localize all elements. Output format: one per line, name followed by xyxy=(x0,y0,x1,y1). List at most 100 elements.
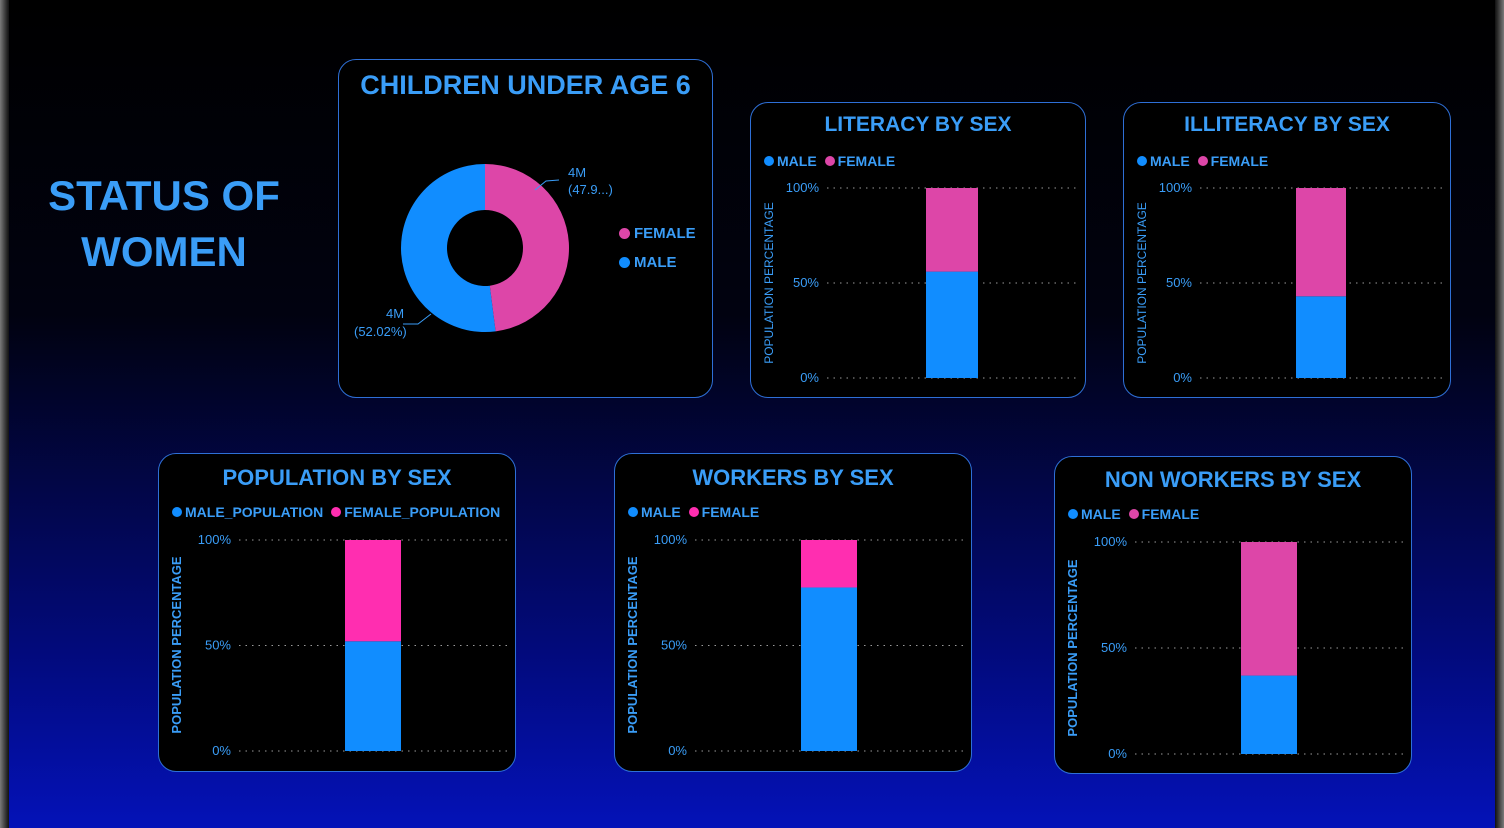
donut-slice-male[interactable] xyxy=(401,164,496,332)
legend-label-male: MALE xyxy=(634,254,677,271)
legend-item-female[interactable]: FEMALE xyxy=(688,504,760,520)
female-pct-label: (47.9...) xyxy=(568,182,613,197)
y-axis-title: POPULATION PERCENTAGE xyxy=(169,556,184,734)
legend-item-female[interactable]: FEMALE xyxy=(824,153,896,169)
y-axis-title: POPULATION PERCENTAGE xyxy=(1065,559,1080,737)
bar-segment-female[interactable] xyxy=(345,540,401,642)
population-by-sex-card[interactable]: POPULATION BY SEX MALE_POPULATION FEMALE… xyxy=(158,453,516,772)
legend-label-female: FEMALE xyxy=(837,153,896,169)
legend-item-male[interactable]: MALE xyxy=(1068,506,1121,522)
legend-item-male[interactable]: MALE xyxy=(764,153,817,169)
legend-dot-male xyxy=(1068,509,1078,519)
male-value-label: 4M xyxy=(386,306,404,321)
y-tick-label: 50% xyxy=(793,275,819,290)
page-title-line-2: WOMEN xyxy=(81,228,247,275)
frame-edge-right xyxy=(1495,0,1504,828)
chart-legend: MALE_POPULATION FEMALE_POPULATION xyxy=(172,504,500,520)
legend-label-male: MALE xyxy=(777,153,817,169)
legend-dot-female xyxy=(1197,156,1208,166)
y-tick-label: 50% xyxy=(1101,640,1127,655)
legend-label-female: FEMALE xyxy=(701,504,760,520)
illiteracy-chart: 0% 50% 100% POPULATION PERCENTAGE xyxy=(1135,180,1446,385)
legend-item-female[interactable]: FEMALE xyxy=(1197,153,1269,169)
legend-item-female[interactable]: FEMALE xyxy=(1128,506,1199,522)
chart-legend: MALE FEMALE xyxy=(764,153,895,169)
page-title: STATUS OF WOMEN xyxy=(30,168,298,280)
y-tick-label: 100% xyxy=(654,532,688,547)
y-tick-label: 100% xyxy=(198,532,232,547)
legend-dot-female xyxy=(1128,509,1139,519)
bar-segment-male[interactable] xyxy=(1241,675,1297,754)
legend-item-female[interactable]: FEMALE xyxy=(619,225,696,242)
y-tick-label: 0% xyxy=(212,743,231,758)
card-title: CHILDREN UNDER AGE 6 xyxy=(360,70,691,100)
y-tick-label: 50% xyxy=(661,638,687,653)
bar-segment-male[interactable] xyxy=(926,271,978,378)
y-axis-title: POPULATION PERCENTAGE xyxy=(625,556,640,734)
literacy-by-sex-card[interactable]: LITERACY BY SEX MALE FEMALE 0% 50% 100% PO… xyxy=(750,102,1086,398)
legend-label-male: MALE xyxy=(1081,506,1121,522)
y-tick-label: 100% xyxy=(1094,534,1128,549)
y-axis-title: POPULATION PERCENTAGE xyxy=(1135,202,1149,364)
card-title: WORKERS BY SEX xyxy=(692,465,894,490)
y-tick-label: 50% xyxy=(205,638,231,653)
legend-label-male: MALE xyxy=(1150,153,1190,169)
y-tick-label: 100% xyxy=(1159,180,1193,195)
chart-legend: MALE FEMALE xyxy=(1068,506,1199,522)
legend-dot-female xyxy=(619,228,630,239)
female-leader-line xyxy=(534,179,560,191)
chart-legend: MALE FEMALE xyxy=(1137,153,1268,169)
legend-item-female-population[interactable]: FEMALE_POPULATION xyxy=(331,504,500,520)
legend-dot-female xyxy=(331,507,342,517)
legend-dot-male xyxy=(172,507,182,517)
legend-label-female-population: FEMALE_POPULATION xyxy=(344,504,501,520)
male-pct-label: (52.02%) xyxy=(354,324,407,339)
legend-dot-male xyxy=(628,507,638,517)
frame-edge-left xyxy=(0,0,9,828)
legend-dot-female xyxy=(824,156,835,166)
illiteracy-by-sex-card[interactable]: ILLITERACY BY SEX MALE FEMALE 0% 50% 100% … xyxy=(1123,102,1451,398)
card-title: POPULATION BY SEX xyxy=(222,465,452,490)
legend-dot-female xyxy=(688,507,699,517)
female-value-label: 4M xyxy=(568,165,586,180)
y-tick-label: 0% xyxy=(1173,370,1192,385)
literacy-chart: 0% 50% 100% POPULATION PERCENTAGE xyxy=(762,180,1079,385)
legend-dot-male xyxy=(764,156,774,166)
non-workers-chart: 0% 50% 100% POPULATION PERCENTAGE xyxy=(1065,534,1405,761)
legend-item-male-population[interactable]: MALE_POPULATION xyxy=(172,504,323,520)
bar-segment-male[interactable] xyxy=(801,587,857,751)
y-tick-label: 0% xyxy=(800,370,819,385)
legend-label-female: FEMALE xyxy=(1210,153,1269,169)
legend-item-male[interactable]: MALE xyxy=(1137,153,1190,169)
male-leader-line xyxy=(403,313,432,325)
legend-dot-male xyxy=(619,257,630,268)
legend-label-female: FEMALE xyxy=(634,225,696,242)
donut-slice-female[interactable] xyxy=(485,164,569,332)
legend-item-male[interactable]: MALE xyxy=(619,254,696,271)
card-title: ILLITERACY BY SEX xyxy=(1184,113,1390,136)
bar-segment-female[interactable] xyxy=(801,540,857,588)
bar-segment-female[interactable] xyxy=(926,188,978,272)
bar-segment-female[interactable] xyxy=(1296,188,1346,297)
workers-by-sex-card[interactable]: WORKERS BY SEX MALE FEMALE 0% 50% 100% POP… xyxy=(614,453,972,772)
legend-item-male[interactable]: MALE xyxy=(628,504,681,520)
chart-legend: MALE FEMALE xyxy=(628,504,759,520)
donut-legend: FEMALE MALE xyxy=(619,225,696,283)
children-under-6-card[interactable]: CHILDREN UNDER AGE 6 4M (47.9...) 4M (52… xyxy=(338,59,713,398)
y-tick-label: 0% xyxy=(1108,746,1127,761)
y-tick-label: 0% xyxy=(668,743,687,758)
non-workers-by-sex-card[interactable]: NON WORKERS BY SEX MALE FEMALE 0% 50% 100%… xyxy=(1054,456,1412,774)
bar-segment-female[interactable] xyxy=(1241,542,1297,676)
population-chart: 0% 50% 100% POPULATION PERCENTAGE xyxy=(169,532,509,758)
y-tick-label: 50% xyxy=(1166,275,1192,290)
legend-dot-male xyxy=(1137,156,1147,166)
donut-chart[interactable]: 4M (47.9...) 4M (52.02%) xyxy=(339,60,713,398)
legend-label-male: MALE xyxy=(641,504,681,520)
legend-label-male-population: MALE_POPULATION xyxy=(185,504,324,520)
bar-segment-male[interactable] xyxy=(1296,296,1346,378)
y-axis-title: POPULATION PERCENTAGE xyxy=(762,202,776,364)
card-title: NON WORKERS BY SEX xyxy=(1104,467,1362,492)
bar-segment-male[interactable] xyxy=(345,641,401,751)
card-title: LITERACY BY SEX xyxy=(824,113,1012,136)
page-title-line-1: STATUS OF xyxy=(48,172,280,219)
